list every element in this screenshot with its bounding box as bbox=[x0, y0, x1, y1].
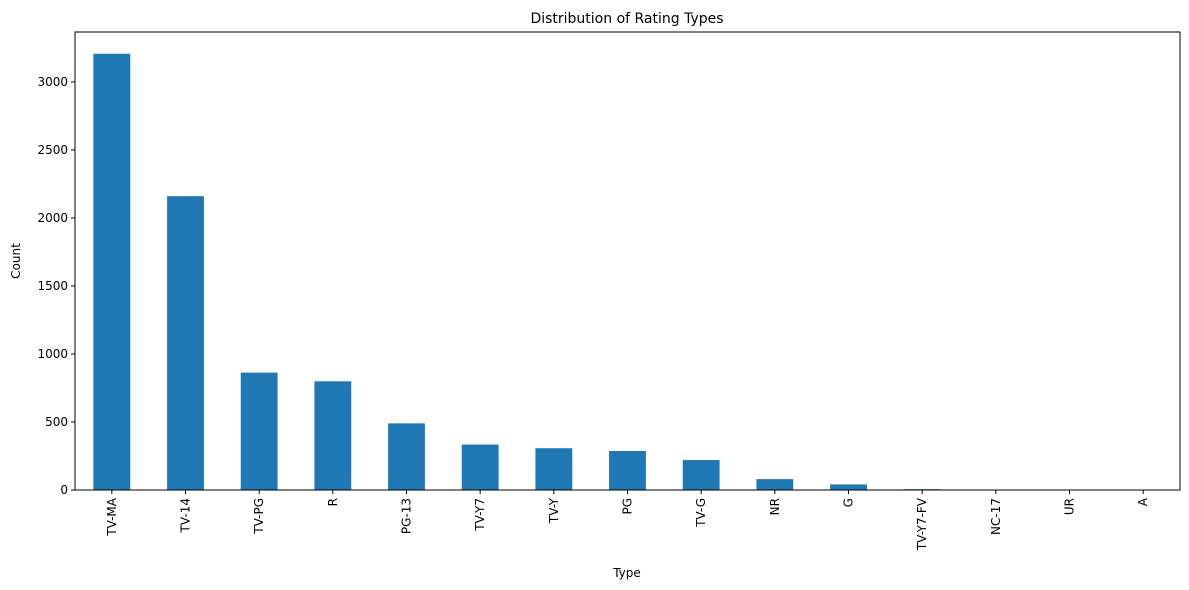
y-tick-label: 1500 bbox=[37, 279, 68, 293]
bar-pg-13 bbox=[388, 423, 425, 490]
chart-title: Distribution of Rating Types bbox=[530, 11, 723, 27]
bar-g bbox=[830, 484, 867, 490]
x-tick-label: NC-17 bbox=[989, 498, 1003, 535]
x-tick-label: R bbox=[326, 498, 340, 506]
x-tick-label: TV-PG bbox=[252, 498, 266, 535]
bar-pg bbox=[609, 450, 646, 490]
bar-tv-14 bbox=[167, 196, 204, 491]
x-tick-label: TV-G bbox=[694, 498, 708, 528]
y-tick-label: 0 bbox=[60, 483, 68, 497]
bar-tv-y7 bbox=[461, 444, 499, 490]
x-tick-label: TV-Y7 bbox=[473, 498, 487, 532]
x-tick-label: UR bbox=[1063, 498, 1077, 515]
bar-tv-pg bbox=[240, 372, 278, 490]
bar-nr bbox=[756, 479, 794, 490]
bar-tv-y bbox=[535, 448, 573, 490]
x-tick-label: A bbox=[1136, 497, 1150, 506]
x-tick-label: TV-14 bbox=[179, 498, 193, 533]
y-tick-label: 1000 bbox=[37, 347, 68, 361]
x-tick-label: PG bbox=[621, 498, 635, 515]
x-axis-label: Type bbox=[612, 566, 641, 580]
x-tick-label: NR bbox=[768, 498, 782, 515]
y-tick-label: 500 bbox=[45, 415, 68, 429]
x-tick-label: PG-13 bbox=[400, 498, 414, 534]
x-tick-label: TV-Y bbox=[547, 497, 561, 524]
bar-tv-g bbox=[682, 460, 720, 490]
bar-r bbox=[314, 381, 352, 490]
plot-area: 0 500 1000 1500 2000 2500 3000 TV-MA TV-14 TV-PG R… bbox=[37, 31, 1181, 551]
axes-frame bbox=[74, 31, 1181, 491]
x-tick-label: G bbox=[842, 498, 856, 507]
x-tick-label: TV-Y7-FV bbox=[915, 497, 929, 551]
y-tick-label: 3000 bbox=[37, 75, 68, 89]
y-tick-label: 2000 bbox=[37, 211, 68, 225]
y-tick-label: 2500 bbox=[37, 143, 68, 157]
y-axis-label: Count bbox=[9, 243, 23, 279]
x-tick-label: TV-MA bbox=[105, 497, 119, 537]
bar-tv-ma bbox=[93, 53, 131, 490]
